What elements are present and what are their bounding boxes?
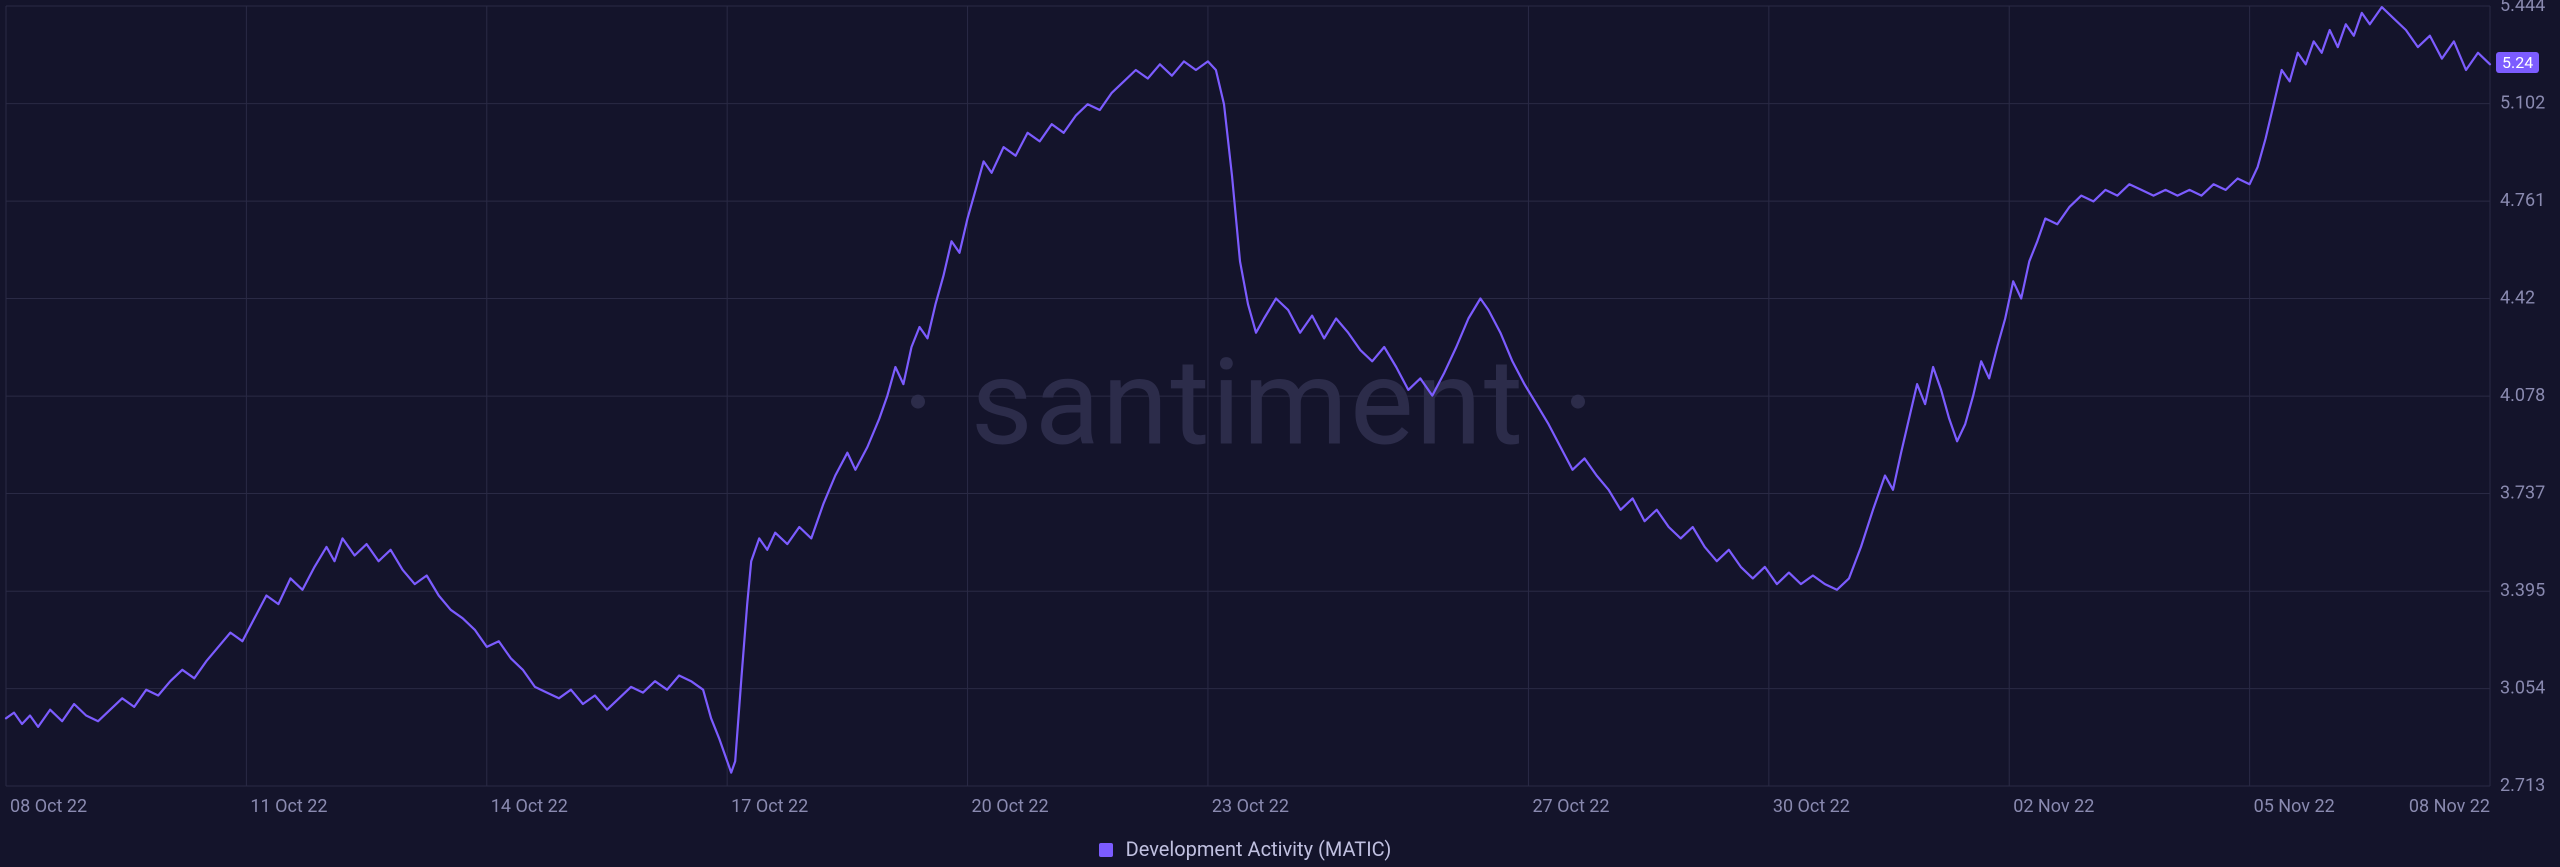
svg-text:20 Oct 22: 20 Oct 22: [972, 796, 1049, 817]
legend-swatch: [1099, 843, 1113, 857]
svg-text:3.054: 3.054: [2500, 678, 2545, 699]
legend: Development Activity (MATIC): [0, 837, 2490, 861]
chart-container: 5.444 5.102 4.761 4.42 4.078 3.737 3.395 3.054 2…: [0, 0, 2560, 867]
svg-text:08 Nov 22: 08 Nov 22: [2409, 796, 2490, 817]
svg-text:5.444: 5.444: [2500, 0, 2545, 16]
svg-text:30 Oct 22: 30 Oct 22: [1773, 796, 1850, 817]
svg-text:4.42: 4.42: [2500, 287, 2535, 308]
svg-text:4.761: 4.761: [2500, 190, 2545, 211]
svg-text:02 Nov 22: 02 Nov 22: [2013, 796, 2094, 817]
chart-svg[interactable]: 5.444 5.102 4.761 4.42 4.078 3.737 3.395 3.054 2…: [0, 0, 2560, 867]
end-value-text: 5.24: [2502, 53, 2533, 72]
svg-text:23 Oct 22: 23 Oct 22: [1212, 796, 1289, 817]
svg-text:4.078: 4.078: [2500, 385, 2545, 406]
svg-text:08 Oct 22: 08 Oct 22: [10, 796, 87, 817]
legend-label: Development Activity (MATIC): [1126, 837, 1392, 861]
svg-text:14 Oct 22: 14 Oct 22: [491, 796, 568, 817]
svg-text:3.737: 3.737: [2500, 483, 2545, 504]
svg-text:05 Nov 22: 05 Nov 22: [2254, 796, 2335, 817]
svg-text:11 Oct 22: 11 Oct 22: [250, 796, 327, 817]
svg-text:santiment: santiment: [971, 333, 1525, 473]
svg-text:5.102: 5.102: [2500, 93, 2545, 114]
svg-text:17 Oct 22: 17 Oct 22: [731, 796, 808, 817]
svg-text:27 Oct 22: 27 Oct 22: [1532, 796, 1609, 817]
svg-text:2.713: 2.713: [2500, 775, 2545, 796]
end-value-badge: 5.24: [2496, 52, 2539, 73]
svg-text:3.395: 3.395: [2500, 580, 2545, 601]
